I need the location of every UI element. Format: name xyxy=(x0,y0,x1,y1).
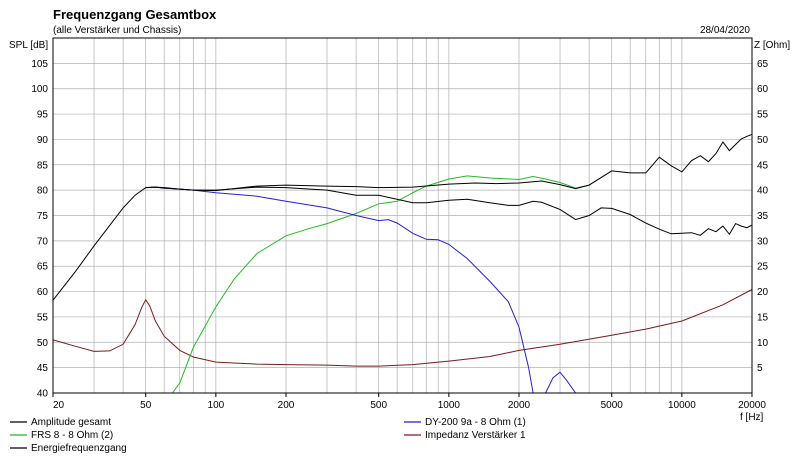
y-left-tick-label: 55 xyxy=(37,312,49,323)
y-left-tick-label: 60 xyxy=(37,287,49,298)
legend-label: Amplitude gesamt xyxy=(31,417,111,428)
legend-label: Impedanz Verstärker 1 xyxy=(425,430,526,441)
y-left-tick-label: 90 xyxy=(37,135,49,146)
plot-frame xyxy=(52,37,753,394)
y-axis-right-label: Z [Ohm] xyxy=(754,40,790,51)
x-tick-label: 20000 xyxy=(738,400,766,411)
y-right-tick-label: 35 xyxy=(757,211,769,222)
x-tick-label: 10000 xyxy=(668,400,696,411)
y-right-tick-label: 65 xyxy=(757,59,769,70)
y-left-tick-label: 45 xyxy=(37,363,49,374)
y-left-tick-label: 100 xyxy=(31,84,48,95)
series-line-energiefrequenzgang xyxy=(145,186,752,236)
x-tick-label: 50 xyxy=(140,400,152,411)
y-left-tick-label: 85 xyxy=(37,160,49,171)
x-tick-label: 100 xyxy=(208,400,225,411)
y-right-tick-label: 40 xyxy=(757,186,769,197)
x-tick-label: 1000 xyxy=(438,400,461,411)
series-line-dy-200-9a-8-ohm-1 xyxy=(145,186,752,393)
y-left-tick-label: 80 xyxy=(37,186,49,197)
x-tick-label: 200 xyxy=(278,400,295,411)
y-right-tick-label: 60 xyxy=(757,84,769,95)
y-right-tick-label: 25 xyxy=(757,262,769,273)
y-right-tick-label: 20 xyxy=(757,287,769,298)
y-left-tick-label: 105 xyxy=(31,59,48,70)
x-axis-label: f [Hz] xyxy=(740,412,764,423)
y-left-tick-label: 70 xyxy=(37,236,49,247)
y-right-tick-label: 30 xyxy=(757,236,769,247)
y-right-tick-label: 50 xyxy=(757,135,769,146)
x-tick-label: 500 xyxy=(370,400,387,411)
y-left-tick-label: 75 xyxy=(37,211,49,222)
y-right-tick-label: 10 xyxy=(757,338,769,349)
y-right-tick-label: 45 xyxy=(757,160,769,171)
y-axis-left-label: SPL [dB] xyxy=(9,40,48,51)
y-right-tick-label: 15 xyxy=(757,312,769,323)
y-left-tick-label: 95 xyxy=(37,110,49,121)
legend-label: FRS 8 - 8 Ohm (2) xyxy=(31,430,113,441)
series-line-impedanz-verst-rker-1 xyxy=(53,289,752,367)
y-left-tick-label: 50 xyxy=(37,338,49,349)
chart-title: Frequenzgang Gesamtbox xyxy=(53,7,217,22)
x-tick-label: 5000 xyxy=(601,400,624,411)
series-line-amplitude-gesamt xyxy=(53,133,752,301)
y-left-tick-label: 40 xyxy=(37,389,49,400)
legend-label: Energiefrequenzgang xyxy=(31,443,127,454)
legend-label: DY-200 9a - 8 Ohm (1) xyxy=(425,417,526,428)
y-left-tick-label: 65 xyxy=(37,262,49,273)
chart-subtitle: (alle Verstärker und Chassis) xyxy=(53,25,181,36)
x-tick-label: 20 xyxy=(53,400,65,411)
series-line-frs-8-8-ohm-2 xyxy=(53,175,590,393)
x-tick-label: 2000 xyxy=(508,400,531,411)
chart-date: 28/04/2020 xyxy=(700,25,750,36)
y-right-tick-label: 55 xyxy=(757,110,769,121)
y-right-tick-label: 5 xyxy=(757,363,763,374)
